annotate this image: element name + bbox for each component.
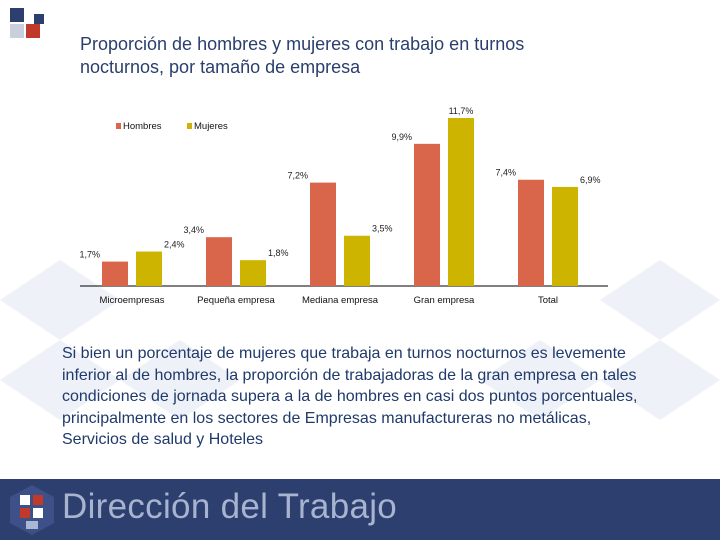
- bar-hombres-2: [310, 182, 336, 286]
- category-label-4: Total: [538, 295, 558, 306]
- page-title: Proporción de hombres y mujeres con trab…: [80, 33, 680, 79]
- data-label-mujeres-0: 2,4%: [164, 240, 185, 250]
- category-label-0: Microempresas: [100, 295, 165, 306]
- data-label-hombres-1: 3,4%: [183, 225, 204, 235]
- category-label-2: Mediana empresa: [302, 295, 379, 306]
- bar-series: 1,7% 2,4% Microempresas 3,4% 1,8% Pequeña emp…: [79, 106, 600, 306]
- data-label-mujeres-1: 1,8%: [268, 248, 289, 258]
- data-label-hombres-2: 7,2%: [287, 171, 308, 181]
- category-label-3: Gran empresa: [414, 295, 475, 306]
- data-label-hombres-0: 1,7%: [79, 250, 100, 260]
- category-label-1: Pequeña empresa: [197, 295, 275, 306]
- bar-chart: Hombres Mujeres 1,7% 2,4% Microempresas 3,4…: [79, 106, 608, 306]
- data-label-mujeres-4: 6,9%: [580, 175, 601, 185]
- legend-swatch-mujeres: [187, 123, 192, 129]
- data-label-hombres-3: 9,9%: [391, 132, 412, 142]
- bar-hombres-1: [206, 237, 232, 286]
- bar-hombres-4: [518, 179, 544, 286]
- title-line-2: nocturnos, por tamaño de empresa: [80, 57, 361, 77]
- bar-mujeres-2: [344, 235, 370, 286]
- chart-legend: Hombres Mujeres: [116, 121, 228, 132]
- institution-name: Dirección del Trabajo: [62, 487, 398, 526]
- legend-label-mujeres: Mujeres: [194, 121, 228, 132]
- corner-logo-icon: [10, 8, 44, 38]
- footer-bar: Dirección del Trabajo: [0, 479, 720, 540]
- bar-mujeres-4: [552, 186, 578, 286]
- bar-mujeres-0: [136, 251, 162, 286]
- bar-hombres-0: [102, 261, 128, 286]
- institution-logo-icon: [10, 485, 54, 535]
- data-label-mujeres-3: 11,7%: [449, 106, 474, 116]
- title-line-1: Proporción de hombres y mujeres con trab…: [80, 34, 525, 54]
- bar-hombres-3: [414, 143, 440, 286]
- data-label-mujeres-2: 3,5%: [372, 224, 393, 234]
- summary-paragraph: Si bien un porcentaje de mujeres que tra…: [62, 345, 638, 448]
- legend-swatch-hombres: [116, 123, 121, 129]
- bar-mujeres-1: [240, 260, 266, 286]
- legend-label-hombres: Hombres: [123, 121, 162, 132]
- bar-mujeres-3: [448, 118, 474, 286]
- data-label-hombres-4: 7,4%: [495, 168, 516, 178]
